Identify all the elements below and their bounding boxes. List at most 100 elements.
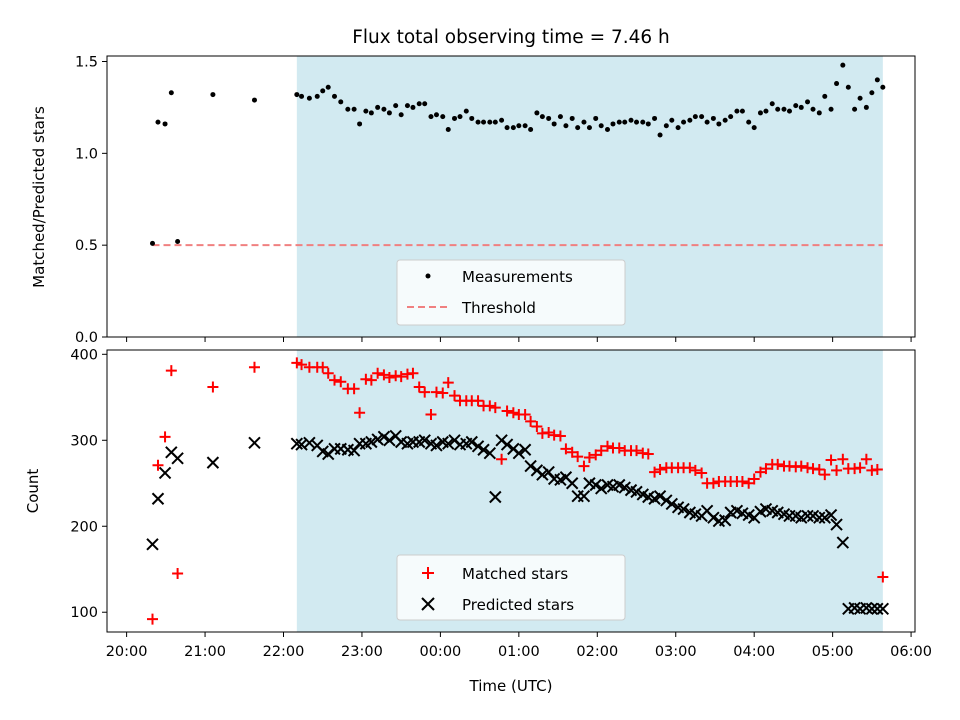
bottom-xtick-label: 04:00 bbox=[733, 644, 775, 660]
bottom-ytick-label: 100 bbox=[70, 605, 98, 621]
measurement-point bbox=[634, 119, 640, 125]
matched-stars-point bbox=[813, 464, 825, 476]
predicted-stars-point bbox=[630, 485, 643, 499]
matched-stars-point bbox=[489, 402, 501, 414]
measurement-point bbox=[410, 104, 416, 110]
matched-stars-point bbox=[854, 462, 866, 474]
matched-stars-point bbox=[760, 463, 772, 475]
predicted-stars-point bbox=[418, 434, 431, 447]
measurement-point bbox=[869, 90, 875, 96]
matched-stars-point bbox=[560, 443, 572, 455]
predicted-stars-point bbox=[577, 489, 591, 503]
measurement-point bbox=[822, 93, 828, 99]
measurement-point bbox=[645, 121, 651, 127]
predicted-stars-point bbox=[512, 446, 526, 460]
predicted-stars-point bbox=[483, 446, 497, 460]
predicted-stars-point bbox=[377, 430, 391, 444]
matched-stars-point bbox=[654, 464, 666, 476]
predicted-stars-point bbox=[830, 518, 843, 531]
matched-stars-point bbox=[395, 371, 407, 383]
matched-stars-point bbox=[419, 386, 431, 398]
measurement-point bbox=[299, 93, 305, 99]
matched-stars-point bbox=[696, 467, 708, 479]
measurement-point bbox=[416, 101, 422, 107]
measurement-point bbox=[769, 101, 775, 107]
predicted-stars-point bbox=[876, 602, 890, 615]
predicted-stars-point bbox=[518, 443, 532, 456]
matched-stars-point bbox=[317, 361, 329, 373]
measurement-point bbox=[445, 126, 451, 132]
matched-stars-point bbox=[507, 407, 519, 419]
top-ytick-label: 1.5 bbox=[75, 55, 98, 71]
measurement-point bbox=[404, 103, 410, 109]
measurement-point bbox=[381, 106, 387, 112]
measurement-point bbox=[734, 108, 740, 114]
predicted-stars-point bbox=[500, 438, 514, 451]
measurement-point bbox=[810, 106, 816, 112]
matched-stars-point bbox=[472, 395, 484, 407]
predicted-stars-point bbox=[813, 511, 826, 524]
bottom-ytick-label: 300 bbox=[70, 433, 98, 449]
bottom-xtick-label: 05:00 bbox=[812, 644, 854, 660]
bottom-xtick-label: 02:00 bbox=[576, 644, 618, 660]
measurement-point bbox=[375, 104, 381, 110]
measurement-point bbox=[499, 117, 505, 123]
chart-title: Flux total observing time = 7.46 h bbox=[352, 27, 670, 48]
matched-stars-point bbox=[613, 442, 625, 454]
matched-stars-point bbox=[531, 421, 543, 433]
matched-stars-point bbox=[707, 477, 719, 489]
measurements-legend-marker bbox=[425, 273, 431, 279]
matched-stars-point bbox=[837, 453, 849, 465]
matched-stars-point bbox=[595, 445, 607, 457]
predicted-stars-point bbox=[871, 602, 884, 615]
measurement-point bbox=[739, 108, 745, 114]
measurement-point bbox=[816, 110, 822, 116]
measurement-point bbox=[663, 123, 669, 129]
matched-stars-legend-marker bbox=[422, 567, 434, 579]
measurement-point bbox=[210, 92, 216, 98]
measurement-point bbox=[492, 119, 498, 125]
bottom-xtick-label: 06:00 bbox=[890, 644, 932, 660]
measurement-point bbox=[828, 106, 834, 112]
measurement-point bbox=[652, 115, 658, 121]
matched-stars-point bbox=[519, 408, 531, 420]
bottom-panel: 100 200 300 400 20:00 21:00 22:00 23:00 00:00 01… bbox=[24, 347, 932, 695]
predicted-stars-point bbox=[371, 433, 384, 446]
measurement-point bbox=[325, 84, 331, 90]
bottom-xtick-label: 23:00 bbox=[341, 644, 383, 660]
top-ytick-label: 0.0 bbox=[75, 330, 98, 346]
bottom-legend: Matched stars Predicted stars bbox=[396, 554, 626, 621]
measurement-point bbox=[581, 119, 587, 125]
predicted-stars-point bbox=[653, 489, 667, 503]
bottom-xtick-label: 22:00 bbox=[263, 644, 305, 660]
bottom-plot-frame bbox=[106, 349, 916, 633]
top-ytick-label: 1.0 bbox=[75, 146, 98, 162]
predicted-stars-point bbox=[303, 436, 316, 450]
bottom-ytick-label: 400 bbox=[70, 347, 98, 363]
matched-stars-point bbox=[159, 431, 171, 443]
measurement-point bbox=[393, 103, 399, 109]
matched-stars-point bbox=[165, 365, 177, 377]
matched-stars-point bbox=[146, 613, 158, 625]
matched-stars-point bbox=[554, 430, 566, 442]
bottom-xtick-label: 21:00 bbox=[184, 644, 226, 660]
predicted-stars-point bbox=[836, 536, 850, 549]
measurement-point bbox=[692, 114, 698, 120]
predicted-stars-point bbox=[589, 478, 602, 492]
measurement-point bbox=[880, 84, 886, 90]
matched-stars-legend-label: Matched stars bbox=[462, 565, 568, 583]
measurement-point bbox=[475, 119, 481, 125]
matched-stars-point bbox=[772, 458, 784, 470]
measurement-point bbox=[622, 119, 628, 125]
measurement-point bbox=[710, 115, 716, 121]
matched-stars-point bbox=[860, 453, 872, 465]
bottom-ylabel: Count bbox=[24, 469, 42, 514]
matched-stars-point bbox=[365, 374, 377, 386]
matched-stars-point bbox=[383, 372, 395, 384]
matched-stars-point bbox=[501, 405, 513, 417]
matched-stars-point bbox=[248, 361, 260, 373]
matched-stars-point bbox=[543, 427, 555, 439]
predicted-stars-point bbox=[290, 437, 304, 450]
matched-stars-point bbox=[795, 460, 807, 472]
